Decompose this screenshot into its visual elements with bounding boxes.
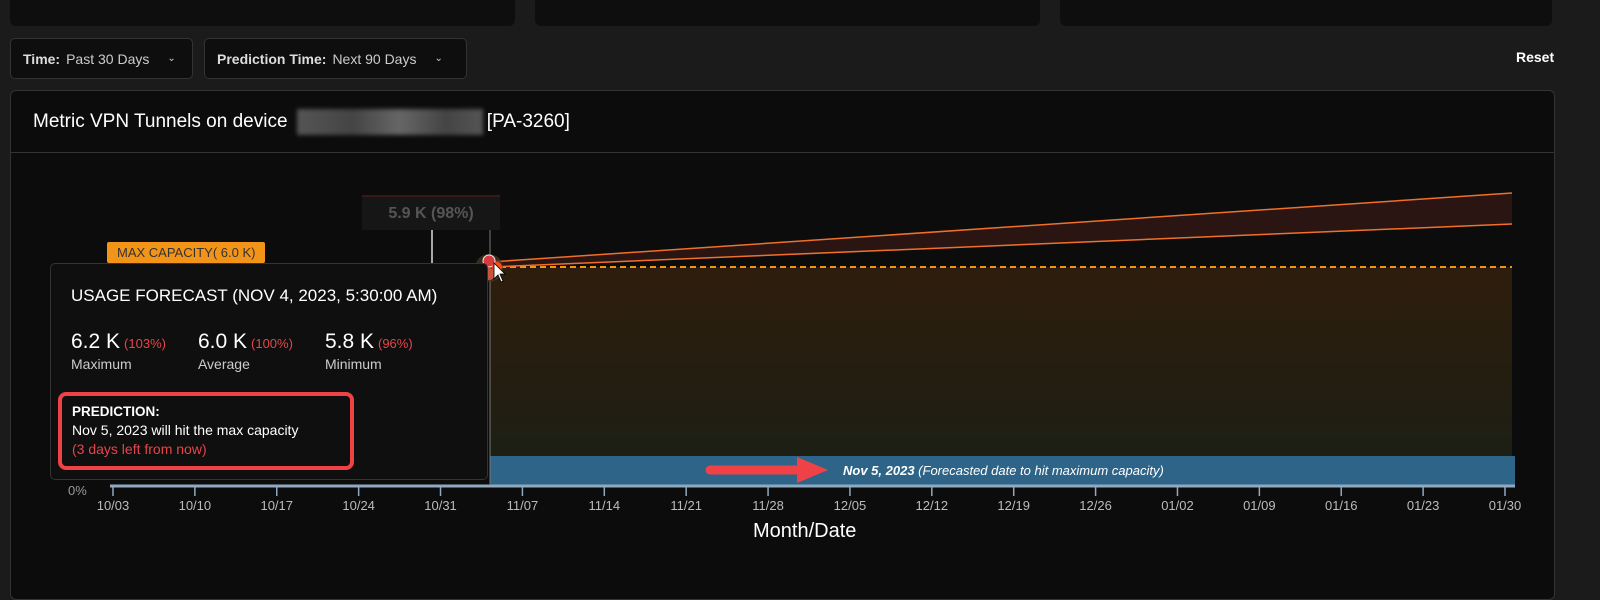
x-axis-title: Month/Date: [753, 520, 857, 542]
summary-card-2: [535, 0, 1040, 26]
usage-forecast-tooltip: USAGE FORECAST (NOV 4, 2023, 5:30:00 AM)…: [50, 263, 488, 480]
prediction-time-label: Prediction Time:: [217, 50, 327, 67]
x-tick-label: 12/12: [915, 498, 949, 513]
hover-value-label: 5.9 K (98%): [362, 195, 500, 230]
x-tick-label: 01/23: [1406, 498, 1440, 513]
stat-maximum: 6.2 K (103%) Maximum: [71, 330, 166, 372]
x-tick-label: 12/19: [997, 498, 1030, 513]
forecast-date-band: [490, 456, 1515, 485]
time-value: Past 30 Days: [66, 50, 150, 67]
stat-label: Maximum: [71, 356, 132, 372]
panel-title-model: [PA-3260]: [486, 110, 570, 132]
x-tick-label: 10/31: [424, 498, 457, 513]
summary-card-1: [10, 0, 515, 26]
x-tick-label: 01/02: [1161, 498, 1194, 513]
summary-card-3: [1060, 0, 1552, 26]
stat-label: Minimum: [324, 356, 382, 372]
reset-button[interactable]: Reset: [1516, 49, 1555, 65]
forecast-date: Nov 5, 2023: [843, 463, 915, 478]
tooltip-title: USAGE FORECAST (NOV 4, 2023, 5:30:00 AM): [71, 286, 438, 305]
time-label: Time:: [23, 50, 61, 67]
forecast-max-line: [489, 192, 1513, 263]
max-capacity-badge: MAX CAPACITY( 6.0 K): [107, 242, 266, 263]
chevron-down-icon: ⌄: [167, 53, 176, 64]
x-tick-label: 11/21: [670, 498, 702, 513]
forecast-band-label: Nov 5, 2023 (Forecasted date to hit maxi…: [843, 463, 1164, 478]
stat-average: 6.0 K (100%) Average: [198, 330, 293, 372]
y-zero-label: 0%: [68, 483, 87, 498]
stat-label: Average: [197, 356, 250, 372]
stat-pct: (103%): [124, 336, 166, 351]
time-dropdown[interactable]: Time: Past 30 Days ⌄: [10, 38, 193, 79]
x-tick-label: 01/30: [1488, 498, 1522, 513]
forecast-area: [490, 267, 1512, 456]
panel-title: Metric VPN Tunnels on device [PA-3260]: [11, 91, 1554, 153]
x-tick-label: 12/26: [1079, 498, 1112, 513]
x-tick-label: 01/16: [1324, 498, 1358, 513]
stat-value: 6.2 K: [71, 330, 121, 353]
arrow-annotation: [705, 457, 828, 483]
forecast-avg-line: [489, 223, 1513, 268]
prediction-time-dropdown[interactable]: Prediction Time: Next 90 Days ⌄: [204, 38, 467, 79]
x-tick-label: 10/24: [342, 498, 375, 513]
prediction-text: Nov 5, 2023 will hit the max capacity: [72, 422, 299, 438]
x-tick-label: 11/14: [588, 498, 621, 513]
redacted-device-name: [296, 108, 483, 135]
x-tick-label: 10/10: [178, 498, 212, 513]
forecast-band-text: (Forecasted date to hit maximum capacity…: [918, 463, 1164, 478]
stat-pct: (100%): [251, 336, 293, 351]
stat-value: 6.0 K: [197, 330, 248, 353]
prediction-box: PREDICTION: Nov 5, 2023 will hit the max…: [58, 392, 354, 470]
stat-minimum: 5.8 K (96%) Minimum: [325, 330, 413, 372]
stat-value: 5.8 K: [324, 330, 374, 353]
x-tick-label: 11/07: [506, 498, 539, 513]
x-tick-label: 10/03: [96, 498, 130, 513]
cursor-icon: [493, 262, 506, 283]
x-tick-label: 12/05: [833, 498, 867, 513]
prediction-title: PREDICTION:: [72, 404, 160, 419]
chevron-down-icon: ⌄: [434, 53, 443, 64]
prediction-remaining: (3 days left from now): [72, 441, 207, 457]
x-tick-label: 01/09: [1243, 498, 1276, 513]
x-tick-label: 10/17: [260, 498, 294, 513]
forecast-range-area: [490, 193, 1512, 267]
x-tick-label: 11/28: [752, 498, 784, 513]
panel-title-prefix: Metric VPN Tunnels on device: [33, 110, 288, 132]
stat-pct: (96%): [377, 336, 413, 351]
prediction-time-value: Next 90 Days: [332, 50, 417, 67]
